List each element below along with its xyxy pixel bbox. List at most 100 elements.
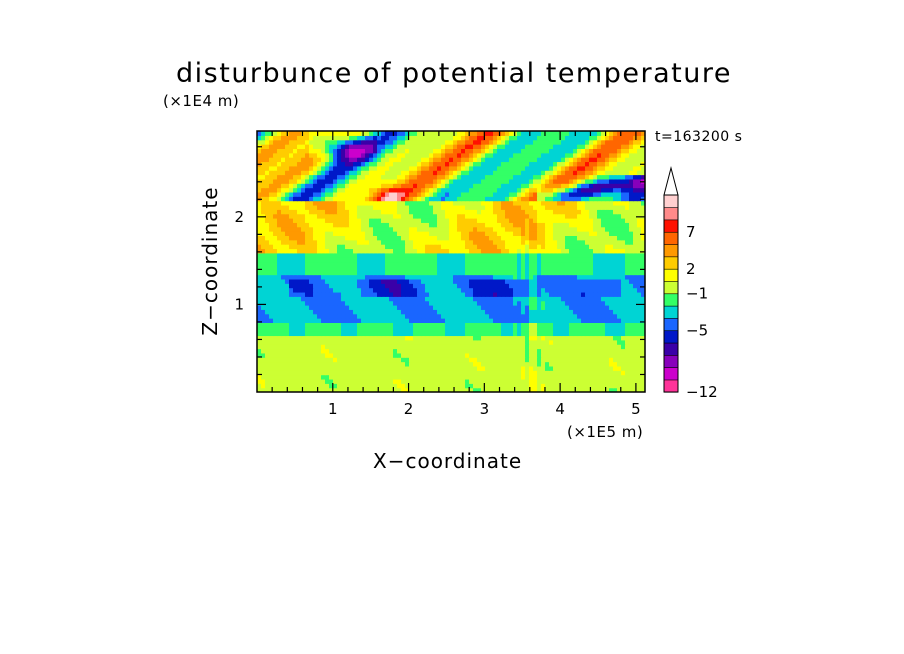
contour-cell: [329, 352, 334, 358]
contour-cell: [393, 222, 398, 228]
contour-cell: [265, 339, 270, 345]
contour-cell: [413, 183, 418, 189]
contour-cell: [449, 222, 454, 228]
contour-cell: [565, 235, 570, 241]
contour-cell: [449, 352, 454, 358]
contour-cell: [317, 196, 322, 202]
contour-cell: [633, 291, 638, 297]
contour-cell: [321, 344, 326, 350]
contour-cell: [521, 326, 526, 332]
contour-cell: [453, 231, 458, 236]
contour-cell: [521, 383, 526, 389]
contour-cell: [577, 244, 582, 250]
contour-cell: [589, 265, 594, 271]
contour-cell: [313, 326, 318, 332]
contour-cell: [569, 383, 574, 389]
contour-cell: [261, 374, 266, 380]
contour-cell: [365, 170, 370, 176]
contour-cell: [517, 387, 522, 392]
contour-cell: [617, 231, 622, 236]
contour-cell: [305, 309, 310, 315]
contour-cell: [641, 270, 645, 276]
contour-cell: [629, 322, 634, 328]
contour-cell: [501, 352, 506, 358]
contour-cell: [381, 387, 386, 392]
contour-cell: [437, 283, 442, 289]
contour-cell: [373, 196, 378, 202]
contour-cell: [293, 252, 298, 258]
contour-cell: [541, 361, 546, 367]
contour-cell: [565, 222, 570, 228]
contour-cell: [549, 187, 554, 193]
contour-cell: [309, 218, 314, 223]
contour-cell: [497, 296, 502, 302]
contour-cell: [573, 326, 578, 332]
contour-cell: [469, 326, 474, 332]
contour-cell: [577, 265, 582, 271]
contour-cell: [621, 252, 626, 258]
contour-cell: [333, 265, 338, 271]
contour-cell: [453, 387, 458, 392]
contour-cell: [321, 170, 326, 176]
contour-cell: [385, 218, 390, 223]
contour-cell: [333, 387, 338, 392]
contour-cell: [533, 352, 538, 358]
contour-cell: [457, 209, 462, 215]
contour-cell: [453, 213, 458, 219]
contour-cell: [593, 187, 598, 193]
contour-cell: [465, 248, 470, 254]
contour-cell: [477, 322, 482, 328]
contour-cell: [501, 296, 506, 302]
contour-cell: [601, 209, 606, 215]
contour-cell: [353, 335, 358, 341]
contour-cell: [433, 309, 438, 315]
contour-cell: [565, 265, 570, 271]
contour-cell: [401, 191, 406, 197]
contour-cell: [429, 235, 434, 241]
contour-cell: [513, 383, 518, 389]
contour-cell: [409, 204, 414, 210]
contour-cell: [437, 170, 442, 176]
contour-cell: [309, 305, 314, 310]
contour-cell: [357, 283, 362, 289]
contour-cell: [325, 283, 330, 289]
contour-cell: [353, 222, 358, 228]
contour-cell: [509, 178, 514, 184]
contour-cell: [361, 252, 366, 258]
contour-cell: [421, 322, 426, 328]
contour-cell: [577, 231, 582, 236]
contour-cell: [561, 296, 566, 302]
contour-cell: [393, 313, 398, 319]
contour-cell: [537, 252, 542, 258]
contour-cell: [585, 296, 590, 302]
contour-cell: [489, 318, 494, 323]
contour-cell: [293, 296, 298, 302]
contour-cell: [257, 274, 262, 280]
contour-cell: [633, 296, 638, 302]
contour-cell: [477, 183, 482, 189]
contour-cell: [341, 270, 346, 276]
contour-cell: [581, 209, 586, 215]
contour-cell: [521, 178, 526, 184]
contour-cell: [633, 183, 638, 189]
contour-cell: [305, 344, 310, 350]
contour-cell: [513, 331, 518, 337]
contour-cell: [421, 165, 426, 171]
contour-cell: [381, 248, 386, 254]
contour-cell: [565, 348, 570, 354]
contour-cell: [593, 213, 598, 219]
contour-cell: [349, 226, 354, 232]
contour-cell: [417, 174, 422, 180]
contour-cell: [565, 218, 570, 223]
contour-cell: [313, 361, 318, 367]
contour-cell: [521, 257, 526, 263]
contour-cell: [541, 218, 546, 223]
contour-cell: [433, 378, 438, 384]
contour-cell: [373, 178, 378, 184]
contour-cell: [373, 209, 378, 215]
contour-cell: [409, 383, 414, 389]
contour-cell: [461, 270, 466, 276]
contour-cell: [601, 326, 606, 332]
contour-cell: [501, 270, 506, 276]
contour-cell: [329, 231, 334, 236]
